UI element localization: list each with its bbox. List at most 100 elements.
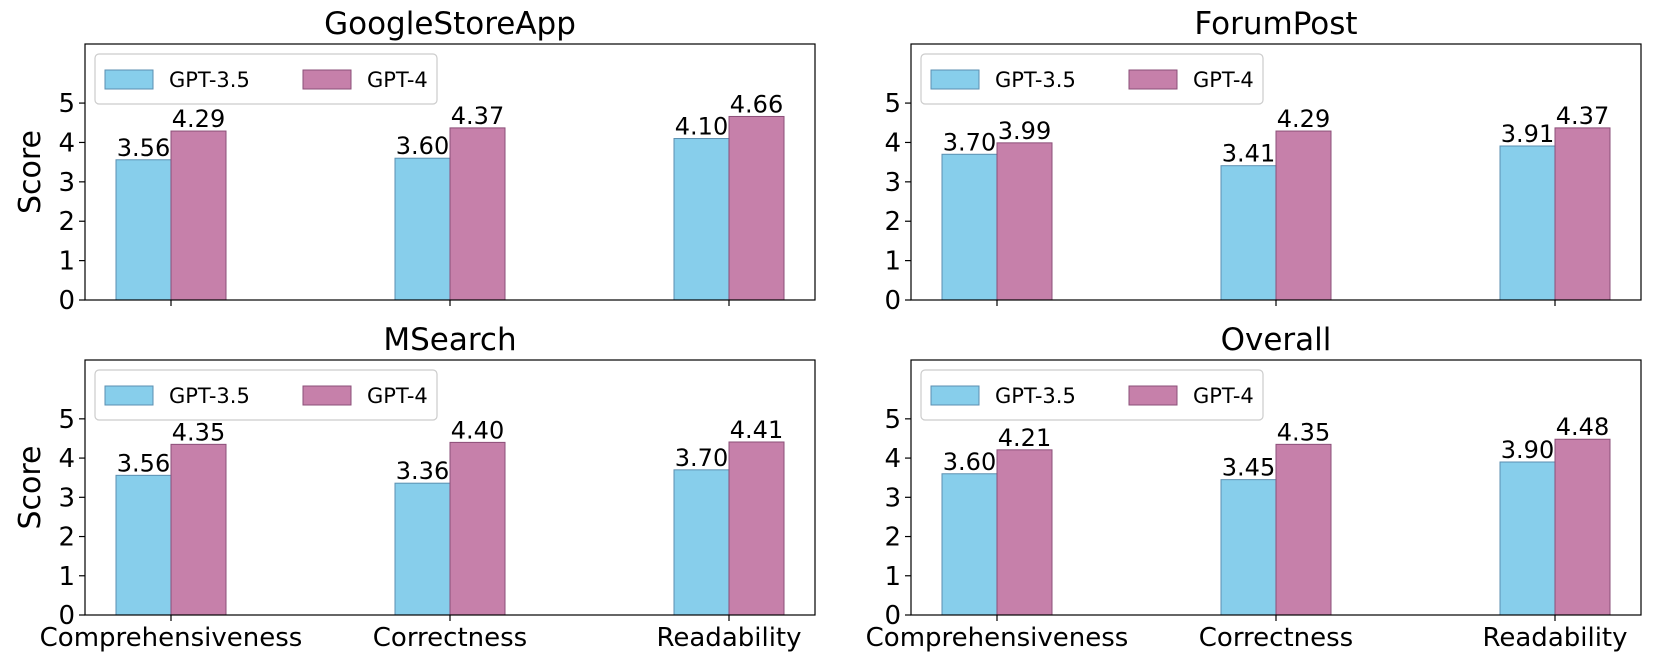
y-tick-label: 0 [884, 601, 901, 631]
y-tick-label: 1 [58, 247, 75, 277]
legend-swatch [302, 69, 352, 90]
y-tick-label: 4 [884, 128, 901, 158]
legend: GPT-3.5 GPT-4 [920, 369, 1264, 421]
bar-gpt-3-5 [673, 138, 730, 301]
y-tick-label: 2 [58, 523, 75, 553]
bar-gpt-3-5 [115, 159, 172, 301]
legend-label: GPT-4 [1193, 68, 1254, 92]
bar-gpt-4 [170, 130, 227, 301]
y-tick-label: 3 [884, 483, 901, 513]
panel-title: GoogleStoreApp [324, 6, 576, 42]
y-tick-label: 4 [884, 444, 901, 474]
plot-frame [84, 359, 816, 616]
bar-value-label: 4.37 [451, 102, 504, 130]
legend: GPT-3.5 GPT-4 [920, 53, 1264, 105]
y-tick-label: 2 [884, 523, 901, 553]
y-tick-label: 4 [58, 444, 75, 474]
bar-value-label: 3.60 [943, 448, 996, 476]
bar-gpt-3-5 [394, 157, 451, 301]
x-tick-label: Comprehensiveness [40, 623, 303, 653]
y-tick-label: 5 [884, 405, 901, 435]
bar-gpt-4 [449, 441, 506, 616]
legend-box [94, 369, 438, 421]
panel-title: ForumPost [1194, 6, 1357, 42]
legend-swatch [104, 385, 154, 406]
bar-gpt-3-5 [1220, 165, 1277, 301]
bar-value-label: 3.41 [1222, 140, 1275, 168]
y-tick-label: 2 [884, 207, 901, 237]
bar-gpt-4 [170, 443, 227, 616]
bar-gpt-4 [996, 449, 1053, 616]
bar-gpt-4 [996, 142, 1053, 301]
legend-label: GPT-3.5 [169, 384, 250, 408]
bar-value-label: 4.29 [1277, 105, 1330, 133]
x-tick-label: Correctness [1199, 623, 1353, 653]
bar-gpt-4 [1275, 443, 1332, 616]
y-tick-label: 3 [58, 168, 75, 198]
bar-value-label: 4.40 [451, 416, 504, 444]
x-tick-label: Correctness [373, 623, 527, 653]
legend-label: GPT-4 [367, 384, 428, 408]
y-tick-label: 4 [58, 128, 75, 158]
legend-swatch [930, 69, 980, 90]
bar-value-label: 3.99 [998, 117, 1051, 145]
legend-box [920, 53, 1264, 105]
bar-value-label: 3.56 [117, 134, 170, 162]
x-tick-label: Readability [656, 623, 801, 653]
bar-gpt-4 [1275, 130, 1332, 301]
y-tick-label: 3 [884, 168, 901, 198]
y-tick-label: 0 [58, 286, 75, 316]
legend: GPT-3.5 GPT-4 [94, 53, 438, 105]
bar-gpt-4 [1554, 127, 1611, 301]
chart-panel-3: MSearchScore012345Comprehensiveness3.564… [13, 322, 816, 653]
plot-frame [84, 43, 816, 301]
bar-value-label: 4.10 [675, 113, 728, 141]
bar-value-label: 3.90 [1501, 436, 1554, 464]
bar-gpt-3-5 [673, 469, 730, 616]
bar-value-label: 4.66 [730, 90, 783, 118]
y-tick-label: 5 [58, 405, 75, 435]
bar-gpt-3-5 [1499, 145, 1556, 301]
legend-swatch [930, 385, 980, 406]
y-axis-label: Score [13, 445, 48, 529]
y-tick-label: 3 [58, 483, 75, 513]
bar-value-label: 3.60 [396, 132, 449, 160]
legend-label: GPT-3.5 [995, 384, 1076, 408]
y-tick-label: 5 [58, 89, 75, 119]
x-tick-label: Readability [1482, 623, 1627, 653]
bar-gpt-4 [449, 127, 506, 301]
bar-value-label: 4.37 [1556, 102, 1609, 130]
bar-gpt-4 [1554, 438, 1611, 616]
chart-panel-1: GoogleStoreApp Score 0 1 2 3 4 5 3.564.29 3.604.3… [13, 6, 816, 316]
chart-panel-2: ForumPost 0 1 2 3 4 5 3.70 3.99 3.414.29 3.914.37 G… [884, 6, 1642, 316]
bar-gpt-4 [728, 441, 785, 616]
bar-value-label: 3.45 [1222, 454, 1275, 482]
legend-label: GPT-3.5 [995, 68, 1076, 92]
legend-label: GPT-4 [367, 68, 428, 92]
plot-frame [910, 359, 1642, 616]
panel-title: MSearch [383, 322, 516, 358]
bar-value-label: 4.41 [730, 416, 783, 444]
legend-box [94, 53, 438, 105]
bar-value-label: 3.70 [675, 444, 728, 472]
bar-gpt-3-5 [941, 473, 998, 616]
y-tick-label: 0 [884, 286, 901, 316]
plot-frame [910, 43, 1642, 301]
y-tick-label: 0 [58, 601, 75, 631]
bar-value-label: 3.36 [396, 457, 449, 485]
chart-panel-4: Overall 0 1 2 3 4 5 Comprehensiveness 3.604.21 Co… [866, 322, 1642, 653]
bar-value-label: 4.35 [1277, 418, 1330, 446]
legend-swatch [1128, 385, 1178, 406]
y-tick-label: 1 [58, 562, 75, 592]
bar-value-label: 3.70 [943, 128, 996, 156]
y-tick-label: 5 [884, 89, 901, 119]
bar-value-label: 3.56 [117, 449, 170, 477]
bar-gpt-3-5 [1499, 461, 1556, 616]
bar-value-label: 4.35 [172, 418, 225, 446]
legend-label: GPT-4 [1193, 384, 1254, 408]
panel-title: Overall [1221, 322, 1332, 358]
legend-box [920, 369, 1264, 421]
bar-gpt-4 [728, 115, 785, 301]
legend: GPT-3.5 GPT-4 [94, 369, 438, 421]
